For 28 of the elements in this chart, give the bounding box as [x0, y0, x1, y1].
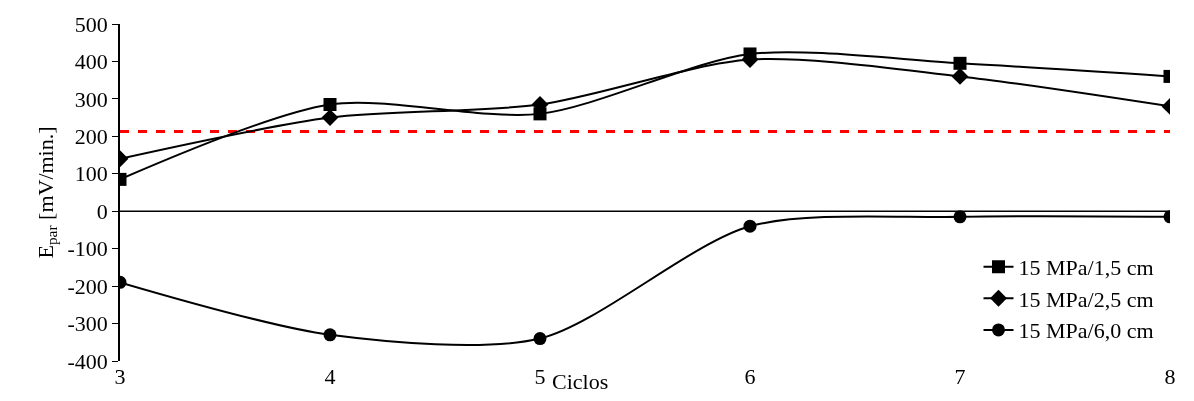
y-tick-label: 0 [96, 198, 108, 224]
point [323, 98, 337, 112]
y-tick-label: 500 [74, 11, 108, 37]
point [321, 109, 339, 127]
legend-label: 15 MPa/6,0 cm [1018, 318, 1154, 344]
point [953, 56, 967, 70]
y-tick-label: -100 [67, 236, 108, 262]
y-tick-label: -200 [67, 273, 108, 299]
x-tick-label: 3 [114, 364, 126, 389]
x-tick-label: 6 [744, 364, 756, 389]
point [743, 219, 757, 233]
x-tick-label: 4 [324, 364, 336, 389]
y-tick-label: 300 [74, 86, 108, 112]
point [953, 210, 967, 224]
y-tick-label: -300 [67, 311, 108, 337]
x-tick-label: 8 [1164, 364, 1176, 389]
y-tick-label: 200 [74, 124, 108, 150]
point [951, 67, 969, 85]
y-tick-label: 400 [74, 49, 108, 75]
y-tick-label: 100 [74, 161, 108, 187]
legend-label: 15 MPa/1,5 cm [1018, 255, 1154, 281]
legend-label: 15 MPa/2,5 cm [1018, 286, 1154, 312]
x-axis-title: Ciclos [552, 369, 609, 394]
x-tick-label: 5 [534, 364, 546, 389]
x-tick-label: 7 [954, 364, 966, 389]
y-tick-label: -400 [67, 348, 108, 374]
point [533, 332, 547, 346]
point [323, 328, 337, 342]
